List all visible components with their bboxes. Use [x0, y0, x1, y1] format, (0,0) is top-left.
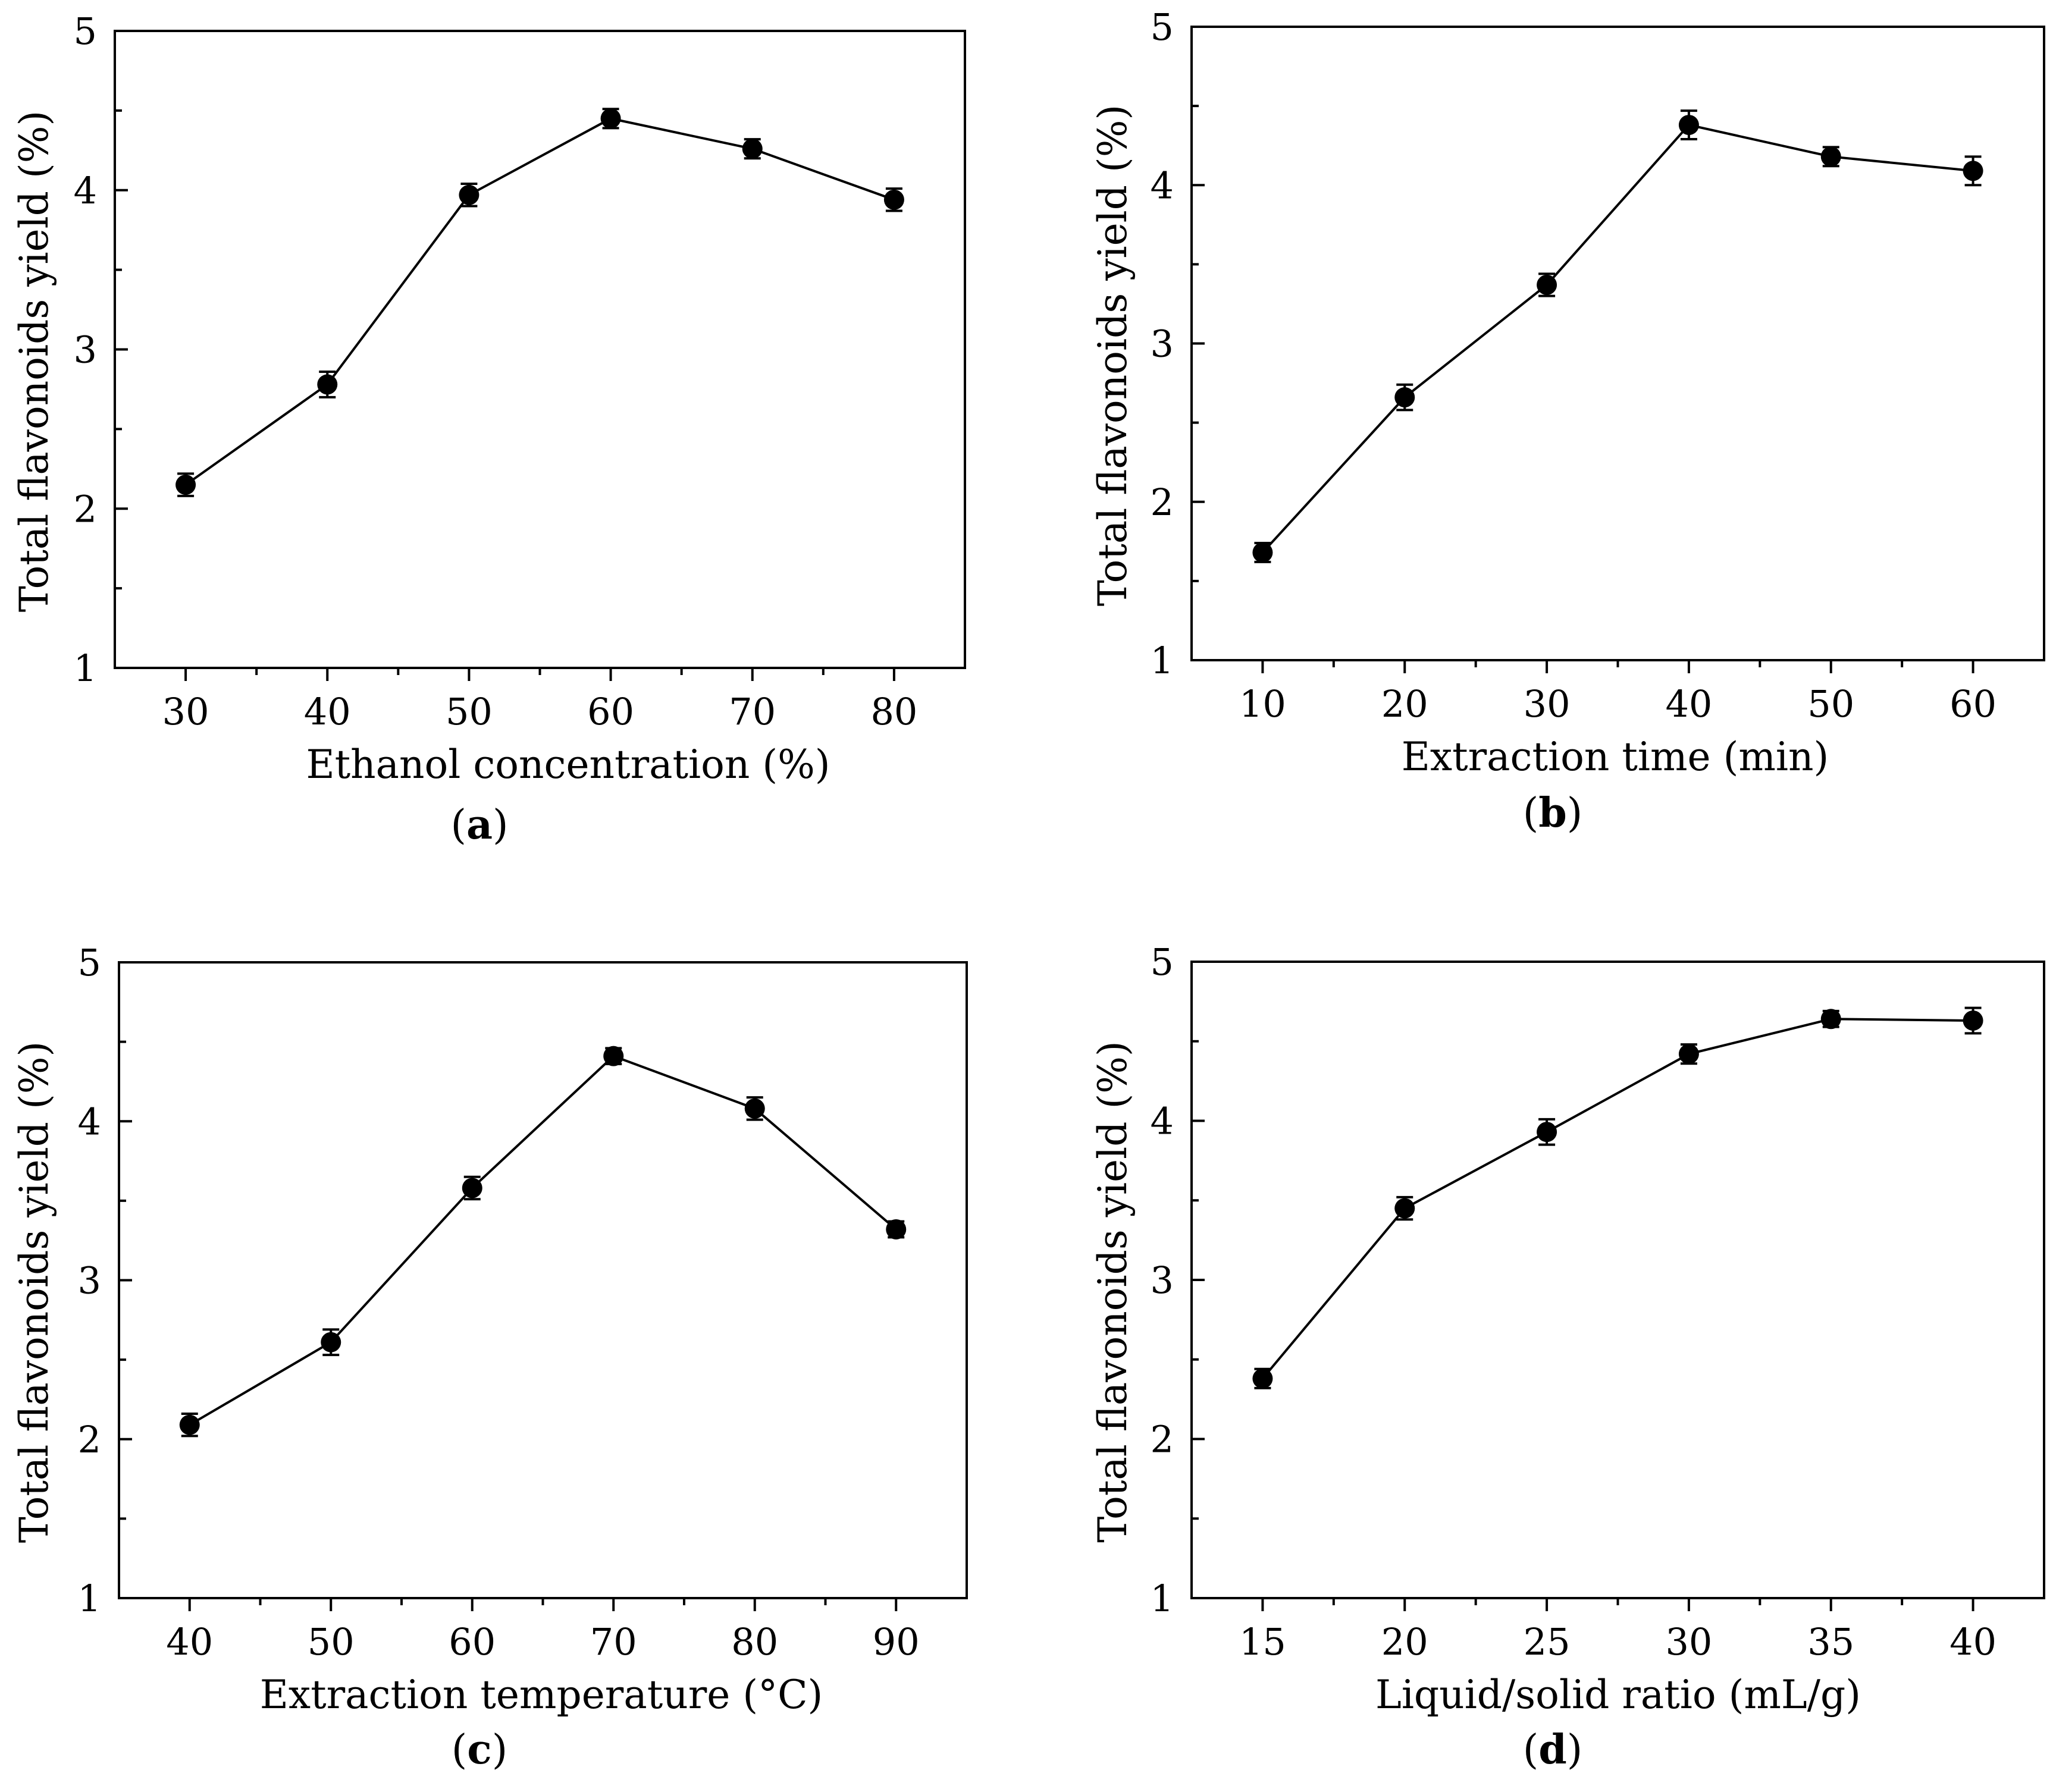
y-tick-label: 2 — [78, 1418, 101, 1461]
y-tick-label: 1 — [74, 646, 97, 690]
x-tick-label: 15 — [1239, 1620, 1286, 1664]
y-tick-label: 1 — [1151, 1577, 1174, 1620]
x-axis-title: Extraction temperature (°C) — [260, 1672, 823, 1718]
data-point — [603, 1046, 624, 1066]
data-point — [744, 1098, 765, 1119]
x-tick-label: 10 — [1239, 682, 1286, 726]
y-tick-label: 2 — [1151, 1418, 1174, 1461]
y-tick-label: 4 — [78, 1100, 101, 1143]
y-tick-label: 3 — [1151, 322, 1174, 366]
series-line — [184, 117, 895, 486]
data-point — [886, 1219, 907, 1239]
series-line — [1261, 1018, 1973, 1380]
data-point — [1537, 1122, 1557, 1143]
panel-label: (c) — [452, 1726, 507, 1774]
x-tick-label: 30 — [1665, 1620, 1712, 1664]
series-line — [1261, 123, 1973, 554]
y-tick-label: 5 — [1151, 940, 1174, 984]
y-tick-label: 4 — [1151, 164, 1174, 207]
x-axis-title: Liquid/solid ratio (mL/g) — [1375, 1672, 1861, 1718]
x-tick-label: 50 — [1807, 682, 1854, 726]
y-tick-label: 3 — [1151, 1259, 1174, 1302]
data-point — [1252, 1368, 1273, 1389]
y-tick-label: 2 — [74, 487, 97, 531]
x-tick-label: 30 — [162, 690, 209, 733]
x-tick-label: 40 — [1665, 682, 1712, 726]
data-point — [600, 108, 621, 129]
x-tick-label: 90 — [873, 1620, 920, 1664]
y-tick-label: 5 — [1151, 5, 1174, 49]
data-point — [1252, 542, 1273, 563]
y-tick-label: 3 — [74, 328, 97, 372]
x-tick-label: 60 — [587, 690, 634, 733]
panel-b: 1 2 3 4 5 10 20 30 40 50 60 Extraction time (min) To… — [1090, 5, 2045, 837]
data-point — [1678, 1044, 1699, 1065]
y-tick-label: 5 — [78, 941, 101, 984]
data-point — [1394, 1198, 1415, 1219]
x-tick-label: 40 — [166, 1620, 213, 1664]
panel-label: (d) — [1523, 1726, 1583, 1774]
data-point — [175, 475, 196, 495]
data-point — [179, 1414, 200, 1435]
x-tick-label: 70 — [590, 1620, 637, 1664]
y-tick-label: 1 — [78, 1577, 101, 1620]
data-point — [1537, 274, 1557, 295]
data-point — [1820, 146, 1841, 167]
plot-frame — [1190, 26, 2045, 661]
x-axis-title: Extraction time (min) — [1402, 734, 1829, 780]
panel-a: 1 2 3 4 5 30 40 50 60 70 80 Ethanol concentration (… — [11, 10, 966, 849]
x-tick-label: 80 — [731, 1620, 778, 1664]
data-point — [462, 1178, 482, 1198]
y-tick-label: 5 — [74, 10, 97, 53]
x-tick-label: 80 — [870, 690, 917, 733]
y-axis-title: Total flavonoids yield (%) — [11, 1041, 57, 1543]
data-point — [1963, 161, 1983, 181]
x-tick-label: 20 — [1381, 1620, 1428, 1664]
y-tick-label: 1 — [1151, 639, 1174, 682]
data-point — [1820, 1009, 1841, 1030]
y-tick-label: 2 — [1151, 481, 1174, 524]
data-point — [459, 184, 479, 205]
data-point — [317, 374, 338, 395]
y-tick-label: 4 — [74, 169, 97, 212]
x-tick-label: 60 — [449, 1620, 496, 1664]
panel-c: 1 2 3 4 5 40 50 60 70 80 90 Extraction temperature … — [11, 941, 968, 1774]
series-line — [189, 1055, 897, 1426]
panel-d: 1 2 3 4 5 15 20 25 30 35 40 Liquid/solid ratio (mL/… — [1090, 940, 2045, 1774]
data-point — [1963, 1010, 1983, 1031]
x-tick-label: 40 — [1949, 1620, 1996, 1664]
data-point — [883, 189, 904, 210]
plot-frame — [1190, 961, 2045, 1599]
y-axis-title: Total flavonoids yield (%) — [11, 111, 57, 612]
x-tick-label: 70 — [729, 690, 776, 733]
x-tick-label: 20 — [1381, 682, 1428, 726]
x-tick-label: 35 — [1807, 1620, 1854, 1664]
plot-frame — [118, 961, 968, 1599]
panel-label: (b) — [1523, 789, 1583, 837]
panel-label: (a) — [450, 801, 508, 849]
y-axis-title: Total flavonoids yield (%) — [1090, 1041, 1136, 1542]
y-axis-title: Total flavonoids yield (%) — [1090, 105, 1136, 606]
data-point — [742, 139, 763, 159]
plot-frame — [114, 30, 966, 669]
x-axis-title: Ethanol concentration (%) — [306, 742, 830, 787]
x-tick-label: 25 — [1524, 1620, 1571, 1664]
x-tick-label: 50 — [446, 690, 493, 733]
data-point — [1394, 387, 1415, 408]
x-tick-label: 30 — [1524, 682, 1571, 726]
data-point — [321, 1332, 341, 1352]
x-tick-label: 40 — [304, 690, 351, 733]
y-tick-label: 4 — [1151, 1100, 1174, 1143]
data-point — [1678, 115, 1699, 136]
y-tick-label: 3 — [78, 1259, 101, 1303]
x-tick-label: 50 — [308, 1620, 355, 1664]
x-tick-label: 60 — [1949, 682, 1996, 726]
